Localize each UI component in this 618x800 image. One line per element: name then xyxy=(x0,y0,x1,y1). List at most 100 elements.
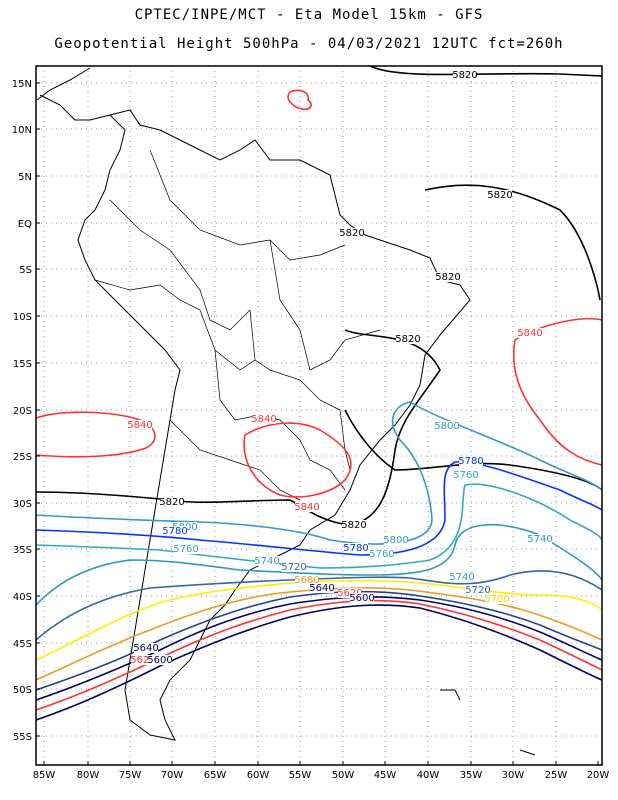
chart-title-line1: CPTEC/INPE/MCT - Eta Model 15km - GFS xyxy=(134,7,484,23)
lat-label: EQ xyxy=(18,219,32,230)
contour-label: 5640 xyxy=(309,583,334,594)
contour-label-bg xyxy=(384,535,408,545)
contour-label: 5780 xyxy=(162,526,187,537)
contour-label-bg xyxy=(128,420,152,430)
contour-label-bg xyxy=(295,575,319,585)
contour-label: 5820 xyxy=(159,497,184,508)
contour-label-bg xyxy=(342,520,366,530)
contour-5840-patch xyxy=(287,89,312,110)
contour-label-bg xyxy=(450,572,474,582)
contour-label-bg xyxy=(310,583,334,593)
lat-label: 5S xyxy=(19,265,32,276)
contour-label-bg xyxy=(396,334,420,344)
contour-label-bg xyxy=(340,228,364,238)
contour-label: 5600 xyxy=(147,655,172,666)
contour-label: 5840 xyxy=(294,502,319,513)
contour-label-bg xyxy=(148,655,172,665)
contour-label: 5800 xyxy=(383,535,408,546)
contour-5820-north xyxy=(369,65,603,77)
contour-label: 5820 xyxy=(395,334,420,345)
contour-5820-east xyxy=(344,409,603,491)
contour-label-bg xyxy=(174,544,198,554)
lon-label: 35W xyxy=(460,770,483,781)
chart-title-line2: Geopotential Height 500hPa - 04/03/2021 … xyxy=(54,36,564,52)
lat-label: 15N xyxy=(12,79,32,90)
contour-label: 5740 xyxy=(254,556,279,567)
lat-label: 10N xyxy=(12,125,32,136)
contour-5820-mid xyxy=(424,184,601,301)
contour-label: 5700 xyxy=(484,594,509,605)
map-frame xyxy=(35,65,603,766)
lat-label: 5N xyxy=(18,172,32,183)
contour-label-bg xyxy=(370,549,394,559)
lat-label: 10S xyxy=(13,312,32,323)
contour-5700 xyxy=(35,579,603,661)
contour-label: 5820 xyxy=(435,272,460,283)
lat-label: 25S xyxy=(13,452,32,463)
contour-label-bg xyxy=(134,643,158,653)
contour-5840-center xyxy=(243,422,352,498)
country-borders xyxy=(94,149,381,501)
contour-label: 5780 xyxy=(343,543,368,554)
lon-label: 20W xyxy=(587,770,610,781)
lon-label: 30W xyxy=(502,770,525,781)
contour-label-bg xyxy=(295,502,319,512)
contour-label-bg xyxy=(459,456,483,466)
lat-label: 30S xyxy=(13,499,32,510)
contour-label: 5760 xyxy=(369,549,394,560)
contour-label: 5740 xyxy=(527,534,552,545)
contour-label-bg xyxy=(252,414,276,424)
contour-label: 5820 xyxy=(452,70,477,81)
coastline xyxy=(36,67,536,756)
contour-label: 5840 xyxy=(251,414,276,425)
lon-label: 55W xyxy=(289,770,312,781)
lon-label: 75W xyxy=(119,770,142,781)
contour-label: 5720 xyxy=(281,562,306,573)
contour-label-bg xyxy=(528,534,552,544)
contour-5680 xyxy=(35,587,603,681)
lat-label: 50S xyxy=(13,685,32,696)
contour-label: 5620 xyxy=(130,655,155,666)
contour-label: 5600 xyxy=(349,593,374,604)
lat-label: 45S xyxy=(13,639,32,650)
contour-label: 5820 xyxy=(341,520,366,531)
contour-label: 5740 xyxy=(449,572,474,583)
contour-label: 5840 xyxy=(127,420,152,431)
contour-label: 5820 xyxy=(339,228,364,239)
contour-label: 5780 xyxy=(458,456,483,467)
lat-label: 55S xyxy=(13,732,32,743)
contour-5620 xyxy=(35,599,603,711)
contour-5800 xyxy=(35,401,603,545)
lon-label: 65W xyxy=(204,770,227,781)
contour-label-bg xyxy=(435,421,459,431)
contour-label-bg xyxy=(518,328,542,338)
lat-label: 15S xyxy=(13,359,32,370)
contour-label: 5720 xyxy=(465,585,490,596)
contour-5720 xyxy=(35,570,603,641)
contour-label: 5640 xyxy=(133,643,158,654)
contour-label-bg xyxy=(453,70,477,80)
contour-label: 5840 xyxy=(517,328,542,339)
lat-label: 40S xyxy=(13,592,32,603)
lat-label: 20S xyxy=(13,406,32,417)
contour-label: 5800 xyxy=(434,421,459,432)
lon-label: 25W xyxy=(545,770,568,781)
contour-label: 5760 xyxy=(173,544,198,555)
contour-label-bg xyxy=(488,190,512,200)
lon-label: 50W xyxy=(332,770,355,781)
contour-label-bg xyxy=(350,593,374,603)
contour-label-bg xyxy=(282,562,306,572)
contour-label-bg xyxy=(255,556,279,566)
lon-label: 85W xyxy=(33,770,56,781)
lon-label: 40W xyxy=(417,770,440,781)
contour-5780 xyxy=(35,461,603,556)
lon-label: 70W xyxy=(161,770,184,781)
contour-label: 5820 xyxy=(487,190,512,201)
contour-5820-inland xyxy=(35,329,441,526)
contour-label-bg xyxy=(436,272,460,282)
contour-label-bg xyxy=(163,526,187,536)
contour-5600 xyxy=(35,604,603,721)
lon-label: 80W xyxy=(77,770,100,781)
contour-label-bg xyxy=(466,585,490,595)
